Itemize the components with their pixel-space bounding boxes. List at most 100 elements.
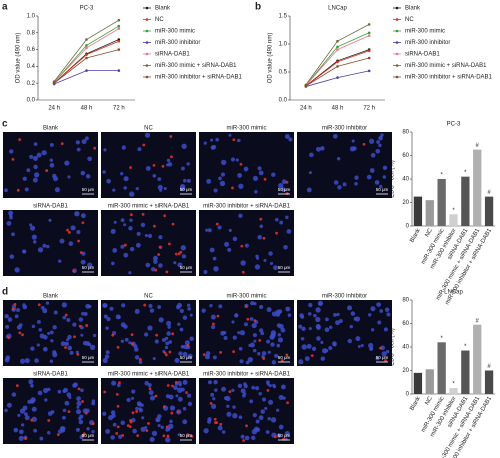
cell-nucleus [66,317,71,323]
cell-nucleus [187,393,192,398]
scale-label: 50 μm [82,433,95,438]
cell-nucleus [322,348,328,354]
cell-nucleus [46,244,50,249]
legend-label: miR-300 mimic + siRNA-DAB1 [155,63,237,69]
cell-nucleus [349,324,354,329]
cell-nucleus [187,353,193,359]
cell-nucleus [279,220,284,225]
edu-nucleus [202,353,206,357]
edu-nucleus [115,393,119,396]
cell-nucleus [59,238,65,244]
cell-nucleus [385,349,390,354]
cell-nucleus [9,254,15,259]
cell-nucleus [280,384,286,390]
cell-nucleus [91,429,95,434]
cell-nucleus [182,178,187,183]
edu-nucleus [245,424,248,428]
cell-nucleus [111,261,115,266]
edu-nucleus [170,411,174,415]
cell-nucleus [253,301,257,306]
cell-nucleus [228,228,232,232]
cell-nucleus [249,317,254,321]
edu-nucleus [273,435,277,439]
cell-nucleus [175,304,181,310]
cell-nucleus [106,316,111,322]
cell-nucleus [68,395,72,399]
cell-nucleus [243,384,248,389]
edu-nucleus [174,380,178,384]
significance-mark: # [476,318,480,324]
cell-nucleus [120,420,125,426]
edu-nucleus [285,180,289,184]
scale-label: 50 μm [278,355,291,360]
cell-nucleus [186,162,190,166]
edu-nucleus [219,351,223,354]
cell-nucleus [259,224,264,229]
cell-nucleus [251,429,258,435]
cell-nucleus [141,416,145,420]
cell-nucleus [33,142,38,147]
cell-nucleus [253,339,257,343]
cell-nucleus [44,398,48,402]
edu-nucleus [131,411,135,415]
cell-nucleus [47,331,51,335]
legend-marker [395,29,399,33]
chart-title: PC-3 [447,122,461,128]
cell-nucleus [169,405,176,411]
cell-nucleus [147,325,153,331]
point [367,49,371,53]
significance-mark: * [464,170,467,176]
cell-nucleus [278,424,284,430]
cell-nucleus [189,336,194,342]
cell-nucleus [251,322,257,329]
cell-nucleus [22,249,27,254]
cell-nucleus [37,390,43,396]
edu-nucleus [216,314,220,318]
cell-nucleus [121,145,127,150]
cell-nucleus [357,344,361,348]
cell-nucleus [22,303,26,307]
legend-label: miR-300 inhibitor [155,40,200,46]
cell-nucleus [80,170,86,176]
cell-nucleus [87,304,92,309]
cell-nucleus [336,156,341,161]
cell-nucleus [304,356,310,362]
cell-nucleus [165,437,171,443]
cell-nucleus [247,356,254,363]
cell-nucleus [283,245,288,250]
cell-nucleus [76,405,80,409]
cell-nucleus [76,147,81,152]
cell-nucleus [22,176,27,181]
cell-nucleus [33,164,38,170]
cell-nucleus [168,340,173,344]
x-tick-label: 72 h [363,106,375,112]
edu-nucleus [103,390,107,394]
cell-nucleus [175,394,179,398]
cell-nucleus [6,402,12,408]
point [367,34,371,37]
cell-nucleus [154,339,159,344]
edu-nucleus [167,242,171,246]
edu-nucleus [275,231,278,235]
x-tick-label: 48 h [332,106,344,112]
cell-nucleus [37,247,44,253]
edu-nucleus [78,324,82,328]
cell-nucleus [177,262,183,268]
edu-nucleus [77,387,81,391]
cell-nucleus [75,140,80,145]
cell-nucleus [325,317,329,322]
cell-nucleus [167,325,171,329]
cell-nucleus [329,325,333,329]
cell-nucleus [232,236,238,242]
edu-nucleus [115,432,119,435]
cell-nucleus [89,344,96,350]
cell-nucleus [300,336,305,341]
cell-nucleus [284,431,290,436]
cell-nucleus [240,434,245,439]
bar [461,176,470,226]
edu-nucleus [67,410,71,413]
cell-nucleus [313,313,317,318]
y-tick-label: 20 [402,368,409,374]
image-label: miR-300 inhibitor + siRNA-DAB1 [203,372,291,378]
image-label: miR-300 mimic [226,294,266,300]
